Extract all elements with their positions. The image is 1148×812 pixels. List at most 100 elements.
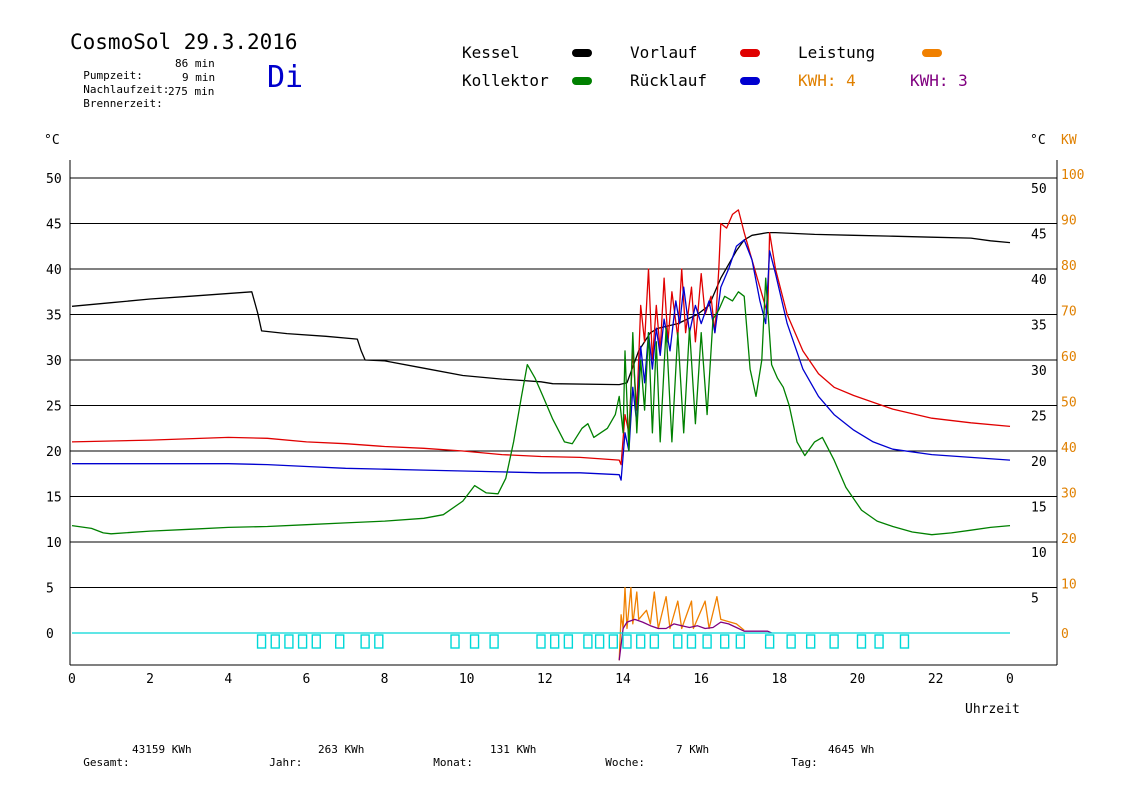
pump-marker [719,634,730,649]
pump-marker [635,634,646,649]
y-tick-left-20: 20 [46,445,62,460]
legend-kwh-purple: KWH: 3 [910,71,968,90]
pump-marker [608,634,619,649]
pump-marker [311,634,321,649]
pump-marker [335,634,345,649]
pump-marker [297,634,308,649]
series-line-line5 [618,618,772,661]
y-tick-left-50: 50 [46,172,62,187]
pump-marker [649,634,660,649]
stat-label: Pumpzeit: [83,69,143,82]
pump-marker [583,634,593,649]
series-line-kessel [71,231,1011,386]
legend-kollektor-swatch [572,77,592,85]
y-tick-left-45: 45 [46,218,62,233]
stat-brennerzeit: Brennerzeit: 275 min [70,86,214,122]
pump-marker [256,634,267,649]
stat-nachlaufzeit: Nachlaufzeit: 9 min [70,72,215,108]
y-tick-right-kw-0: 0 [1061,627,1069,642]
pump-marker [829,634,839,649]
pump-marker [284,634,294,649]
legend-leistung-label: Leistung [798,43,876,62]
x-axis-label: Uhrzeit [965,702,1020,717]
y-tick-right-c-10: 10 [1031,546,1047,561]
pump-marker [549,634,560,649]
series-line-vorlauf [71,209,1011,466]
legend-kwh-orange: KWH: 4 [798,71,856,90]
x-tick-11: 22 [928,672,944,687]
pump-marker [594,634,605,649]
footer-label: Jahr: [269,756,303,769]
x-tick-3: 6 [303,672,311,687]
legend-kollektor-label: Kollektor [462,71,549,90]
y-tick-left-30: 30 [46,354,62,369]
pump-marker [360,634,370,649]
y-tick-right-c-20: 20 [1031,455,1047,470]
y-tick-right-kw-50: 50 [1061,396,1077,411]
footer-jahr: Jahr: 263 KWh [256,743,364,782]
footer-value: 263 KWh [318,743,365,756]
y-tick-right-kw-100: 100 [1061,168,1084,183]
x-tick-0: 0 [68,672,76,687]
pump-marker [622,634,632,649]
pump-marker [270,634,280,649]
y-tick-right-c-5: 5 [1031,592,1039,607]
x-tick-6: 12 [537,672,553,687]
footer-label: Tag: [791,756,818,769]
legend-kessel-label: Kessel [462,43,520,62]
pump-marker [469,634,480,649]
y-tick-right-c-35: 35 [1031,319,1047,334]
footer-label: Monat: [433,756,473,769]
y-tick-right-kw-60: 60 [1061,350,1077,365]
legend-vorlauf-label: Vorlauf [630,43,698,62]
footer-gesamt: Gesamt: 43159 KWh [70,743,191,782]
pump-marker [856,634,867,649]
footer-woche: Woche: 7 KWh [592,743,709,782]
y-tick-left-35: 35 [46,309,62,324]
right-axis-unit-kw: KW [1061,133,1077,148]
chart-title: CosmoSol 29.3.2016 [70,30,298,54]
footer-monat: Monat: 131 KWh [420,743,536,782]
series-line-leistung [618,586,745,661]
stat-value: 86 min [175,57,215,70]
y-tick-right-c-45: 45 [1031,228,1047,243]
pump-marker [563,634,574,649]
pump-marker [489,634,499,649]
y-tick-left-0: 0 [46,627,54,642]
y-tick-right-kw-70: 70 [1061,305,1077,320]
pump-marker [702,634,712,649]
footer-value: 4645 Wh [828,743,875,756]
y-tick-left-5: 5 [46,582,54,597]
pump-marker [805,634,816,649]
legend-vorlauf-swatch [740,49,760,57]
pump-marker [673,634,683,649]
legend-leistung-swatch [922,49,942,57]
x-tick-9: 18 [772,672,788,687]
footer-tag: Tag: 4645 Wh [778,743,874,782]
pump-marker [450,634,460,649]
legend-ruecklauf-label: Rücklauf [630,71,708,90]
pump-marker [374,634,384,649]
y-tick-left-25: 25 [46,400,62,415]
stat-pumpzeit: Pumpzeit: 86 min [70,58,215,94]
stat-label: Brennerzeit: [83,97,163,110]
y-tick-left-40: 40 [46,263,62,278]
weekday-label: Di [267,60,304,95]
stat-label: Nachlaufzeit: [83,83,170,96]
footer-label: Gesamt: [83,756,130,769]
series-line-kollektor [71,277,1011,536]
y-tick-right-kw-10: 10 [1061,578,1077,593]
stat-value: 9 min [182,71,216,84]
y-tick-right-c-40: 40 [1031,273,1047,288]
x-tick-7: 14 [615,672,631,687]
x-tick-2: 4 [224,672,232,687]
series-line-rücklauf [72,239,1011,481]
footer-value: 7 KWh [676,743,710,756]
y-tick-left-10: 10 [46,536,62,551]
pump-marker [686,634,697,649]
footer-label: Woche: [605,756,645,769]
y-tick-left-15: 15 [46,491,62,506]
x-tick-4: 8 [381,672,389,687]
footer-value: 131 KWh [490,743,537,756]
